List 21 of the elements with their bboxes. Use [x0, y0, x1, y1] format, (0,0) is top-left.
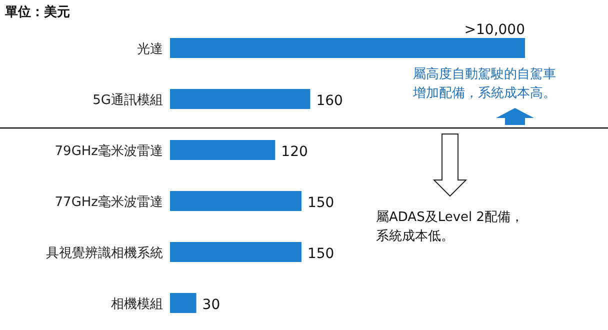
y-tick-label: 相機模組 — [111, 297, 163, 312]
data-label: 150 — [307, 195, 334, 211]
y-tick-label: 77GHz毫米波雷達 — [54, 194, 163, 210]
y-tick-label: 具視覺辨識相機系統 — [46, 246, 163, 261]
text: 單位：美元 — [5, 4, 71, 22]
bar — [170, 140, 276, 160]
bar — [170, 293, 196, 313]
data-label: 160 — [316, 93, 343, 109]
data-label: 30 — [202, 297, 220, 313]
y-tick-label: 79GHz毫米波雷達 — [54, 143, 163, 159]
annotation: 屬高度自動駕駛的自駕車增加配備，系統成本高。 — [413, 66, 557, 103]
bar — [170, 38, 525, 58]
bar — [170, 89, 310, 109]
data-label: 150 — [307, 246, 334, 262]
data-label: 120 — [281, 144, 308, 160]
y-tick-label: 5G通訊模組 — [92, 93, 163, 108]
data-label: >10,000 — [464, 22, 525, 38]
y-tick-label: 光達 — [137, 42, 163, 57]
bar — [170, 191, 302, 211]
bar — [170, 242, 302, 262]
annotation: 屬ADAS及Level 2配備，系統成本低。 — [376, 209, 525, 246]
